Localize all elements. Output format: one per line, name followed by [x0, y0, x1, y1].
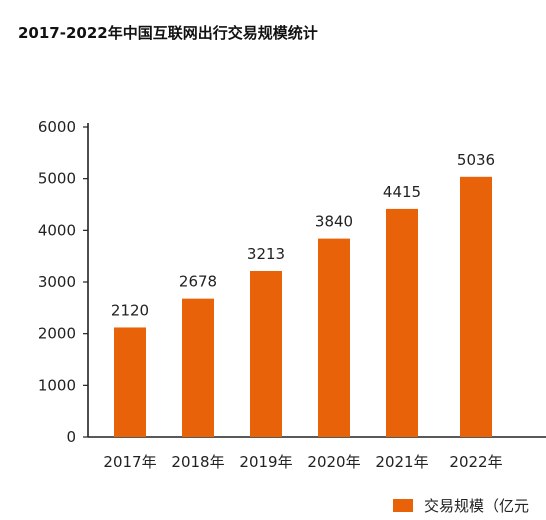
- data-label: 3840: [315, 213, 353, 231]
- y-tick-label: 0: [66, 428, 76, 446]
- y-tick-label: 3000: [38, 273, 76, 291]
- x-tick-label: 2021年: [375, 453, 428, 471]
- x-axis: 2017年 2018年 2019年 2020年 2021年 2022年: [88, 436, 546, 471]
- bar-series: 2120 2678 3213 3840 4415 5036: [111, 151, 495, 437]
- x-tick-label: 2017年: [103, 453, 156, 471]
- y-tick-label: 5000: [38, 170, 76, 188]
- x-tick-label: 2019年: [239, 453, 292, 471]
- y-tick-label: 2000: [38, 325, 76, 343]
- y-axis: 0 1000 2000 3000 4000 5000 6000: [38, 118, 89, 446]
- data-label: 3213: [247, 245, 285, 263]
- data-label: 4415: [383, 183, 421, 201]
- y-tick-label: 1000: [38, 376, 76, 394]
- x-tick-label: 2018年: [171, 453, 224, 471]
- legend: 交易规模（亿元: [393, 497, 529, 515]
- data-label: 2678: [179, 273, 217, 291]
- bar: [460, 176, 492, 437]
- y-tick-label: 4000: [38, 221, 76, 239]
- x-tick-label: 2020年: [307, 453, 360, 471]
- bar: [318, 238, 350, 437]
- data-label: 2120: [111, 301, 149, 319]
- chart-title: 2017-2022年中国互联网出行交易规模统计: [18, 24, 318, 42]
- legend-label: 交易规模（亿元: [424, 497, 529, 515]
- bar: [182, 298, 214, 437]
- y-tick-label: 6000: [38, 118, 76, 136]
- bar: [386, 208, 418, 437]
- data-label: 5036: [457, 151, 495, 169]
- bar: [250, 270, 282, 437]
- bar: [114, 327, 146, 437]
- x-tick-label: 2022年: [449, 453, 502, 471]
- legend-swatch: [393, 499, 413, 512]
